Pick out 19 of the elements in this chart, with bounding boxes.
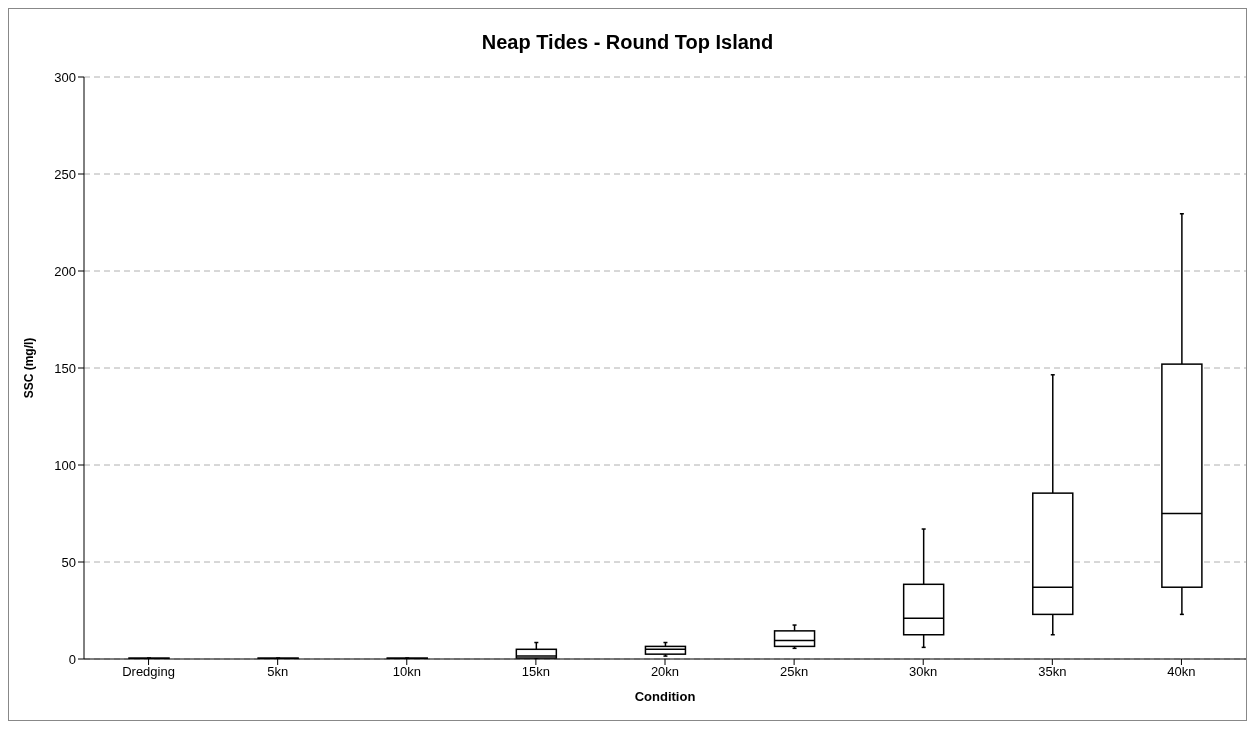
y-axis-title: SSC (mg/l) — [22, 337, 37, 399]
y-tick-label: 150 — [54, 360, 76, 376]
x-tick-label: 30kn — [909, 664, 938, 680]
x-tick-label: 35kn — [1038, 664, 1067, 680]
x-tick-label: 5kn — [267, 664, 289, 680]
x-tick-label: 10kn — [392, 664, 421, 680]
x-axis-title: Condition — [634, 689, 696, 704]
x-tick-label: 40kn — [1167, 664, 1196, 680]
x-tick-label: 25kn — [780, 664, 809, 680]
y-tick-label: 50 — [61, 554, 76, 570]
y-tick-label: 200 — [54, 263, 76, 279]
x-tick-label: 15kn — [521, 664, 550, 680]
y-tick-label: 100 — [54, 457, 76, 473]
y-tick-label: 300 — [54, 69, 76, 85]
chart-title: Neap Tides - Round Top Island — [480, 31, 775, 55]
x-tick-label: Dredging — [122, 664, 175, 680]
x-tick-label: 20kn — [650, 664, 680, 680]
y-tick-label: 250 — [54, 166, 76, 182]
y-tick-label: 0 — [68, 651, 76, 667]
